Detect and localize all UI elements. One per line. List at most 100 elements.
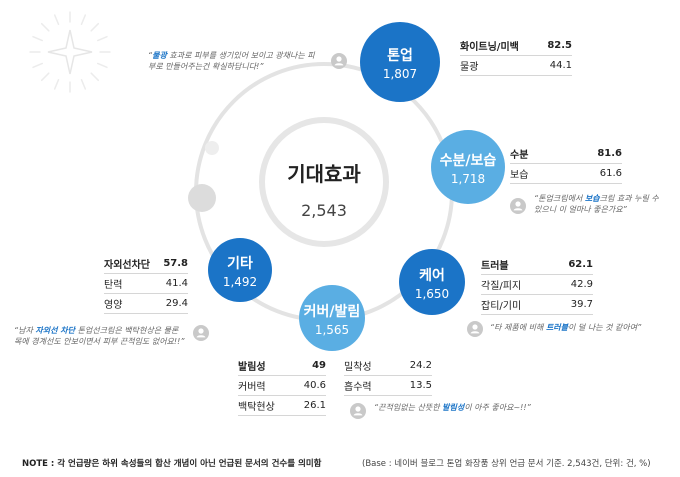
attribute-label: 각질/피지 xyxy=(481,281,522,292)
sparkle-ray xyxy=(32,62,44,69)
sparkle-ray xyxy=(96,62,108,69)
attribute-table: 수분 81.6 보습 61.6 xyxy=(510,144,622,184)
attribute-row: 탄력 41.4 xyxy=(104,274,188,294)
category-name: 톤업 xyxy=(387,48,413,64)
attribute-label: 백탁현상 xyxy=(238,402,275,413)
attribute-value: 41.4 xyxy=(165,278,188,289)
quote-highlight: 보습 xyxy=(584,194,600,203)
sparkle-ray xyxy=(80,14,87,26)
sparkle-ray xyxy=(80,78,87,90)
category-bubble xyxy=(208,238,272,302)
attribute-label: 커버력 xyxy=(238,382,266,393)
attribute-row: 각질/피지 42.9 xyxy=(481,275,593,295)
decor-dot-small xyxy=(205,141,219,155)
quote-text: 이 아주 좋아요~!!” xyxy=(464,403,531,412)
attribute-row: 백탁현상 26.1 xyxy=(238,396,326,416)
attribute-value: 81.6 xyxy=(597,148,622,159)
category-name: 커버/발림 xyxy=(304,303,361,320)
attribute-value: 61.6 xyxy=(599,168,622,179)
attribute-label: 트러블 xyxy=(481,261,509,272)
quote-text: “톤업크림에서 xyxy=(534,194,585,203)
attribute-value: 42.9 xyxy=(570,279,593,290)
sparkle-decoration xyxy=(29,11,111,93)
attribute-value: 44.1 xyxy=(549,60,572,71)
category-name: 케어 xyxy=(419,267,445,284)
category-count: 1,718 xyxy=(451,172,485,186)
attribute-value: 62.1 xyxy=(568,259,593,270)
attribute-table: 자외선차단 57.8 탄력 41.4 영양 29.4 xyxy=(104,254,188,314)
attribute-label: 영양 xyxy=(104,300,123,311)
user-avatar-icon xyxy=(510,198,526,214)
quote-text: 톤업선크림은 백탁현상은 물론 목에 경계선도 안보이면서 피부 끈적임도 없어… xyxy=(14,326,185,346)
quote-text: “ xyxy=(148,51,153,60)
attribute-value: 24.2 xyxy=(409,360,432,371)
quote-text: 크림 효과 누릴 수 있으니 이 얼마나 좋은가요” xyxy=(534,194,659,214)
attribute-label: 자외선차단 xyxy=(104,260,150,271)
attribute-table: 트러블 62.1 각질/피지 42.9 잡티/기미 39.7 xyxy=(481,255,593,315)
sparkle-ray xyxy=(40,72,50,82)
quote-highlight: 트러블 xyxy=(545,323,569,332)
category-bubble xyxy=(299,285,365,351)
category-bubble xyxy=(360,22,440,102)
attribute-row: 발림성 49 xyxy=(238,356,326,376)
center-circle xyxy=(259,117,389,247)
category-nodes: 톤업 1,807 수분/보습 1,718 케어 1,650 커버/발림 1,565 기타 1,49… xyxy=(208,22,505,351)
quote-highlight: 물광 xyxy=(152,51,167,60)
attribute-value: 82.5 xyxy=(547,40,572,51)
sparkle-ray xyxy=(90,22,100,32)
attribute-label: 보습 xyxy=(510,170,529,181)
sparkle-ray xyxy=(32,35,44,42)
decor-dot-large xyxy=(188,184,216,212)
attribute-label: 물광 xyxy=(460,62,479,73)
attribute-value: 57.8 xyxy=(163,258,188,269)
attribute-label: 밀착성 xyxy=(344,362,372,373)
category-count: 1,650 xyxy=(415,287,449,301)
quote-text: 이 덜 나는 것 같아여” xyxy=(568,323,642,332)
quote-text: “끈적임없는 산뜻한 xyxy=(374,403,443,412)
quote-text: “남자 xyxy=(14,326,36,335)
category-bubble xyxy=(399,249,465,315)
attribute-value: 26.1 xyxy=(303,400,326,411)
quote-highlight: 발림성 xyxy=(442,403,465,412)
category-count: 1,492 xyxy=(223,275,257,289)
center-total: 2,543 xyxy=(301,201,347,220)
quote-highlight: 자외선 차단 xyxy=(35,326,76,335)
attribute-value: 13.5 xyxy=(409,380,432,391)
category-name: 기타 xyxy=(227,256,253,272)
attribute-value: 29.4 xyxy=(165,298,188,309)
attribute-label: 흡수력 xyxy=(344,382,372,393)
quote-text: “타 제품에 비해 xyxy=(490,323,546,332)
category-bubble xyxy=(431,130,505,204)
review-quote: “남자 자외선 차단 톤업선크림은 백탁현상은 물론 목에 경계선도 안보이면서… xyxy=(14,325,186,347)
center-title: 기대효과 xyxy=(287,162,361,186)
attribute-value: 49 xyxy=(312,360,326,371)
attribute-row: 수분 81.6 xyxy=(510,144,622,164)
attribute-value: 40.6 xyxy=(303,380,326,391)
sparkle-ray xyxy=(90,72,100,82)
user-avatar-icon xyxy=(467,321,483,337)
attribute-row: 영양 29.4 xyxy=(104,294,188,314)
category-count: 1,807 xyxy=(383,67,417,81)
review-quote: “타 제품에 비해 트러블이 덜 나는 것 같아여” xyxy=(490,322,670,333)
sparkle-ray xyxy=(40,22,50,32)
attribute-row: 물광 44.1 xyxy=(460,56,572,76)
attribute-row: 보습 61.6 xyxy=(510,164,622,184)
category-name: 수분/보습 xyxy=(440,153,497,169)
review-quote: “끈적임없는 산뜻한 발림성이 아주 좋아요~!!” xyxy=(374,402,574,413)
attribute-label: 잡티/기미 xyxy=(481,301,522,312)
sparkle-ray xyxy=(53,78,60,90)
attribute-row: 밀착성 24.2 xyxy=(344,356,432,376)
attribute-value: 39.7 xyxy=(570,299,593,310)
attribute-row: 커버력 40.6 xyxy=(238,376,326,396)
category-count: 1,565 xyxy=(315,323,349,337)
attribute-row: 자외선차단 57.8 xyxy=(104,254,188,274)
review-quote: “물광 효과로 피부를 생기있어 보이고 광채나는 피부로 만들어주는건 확실하… xyxy=(148,50,320,72)
attribute-table: 발림성 49 커버력 40.6 백탁현상 26.1 xyxy=(238,356,326,416)
base-note: (Base : 네이버 블로그 톤업 화장품 상위 언급 문서 기준. 2,54… xyxy=(362,459,651,469)
user-avatar-icon xyxy=(193,325,209,341)
user-avatar-icon xyxy=(350,403,366,419)
sparkle-ray xyxy=(53,14,60,26)
attribute-label: 수분 xyxy=(510,150,529,161)
sparkle-ray xyxy=(96,35,108,42)
attribute-table: 화이트닝/미백 82.5 물광 44.1 xyxy=(460,36,572,76)
